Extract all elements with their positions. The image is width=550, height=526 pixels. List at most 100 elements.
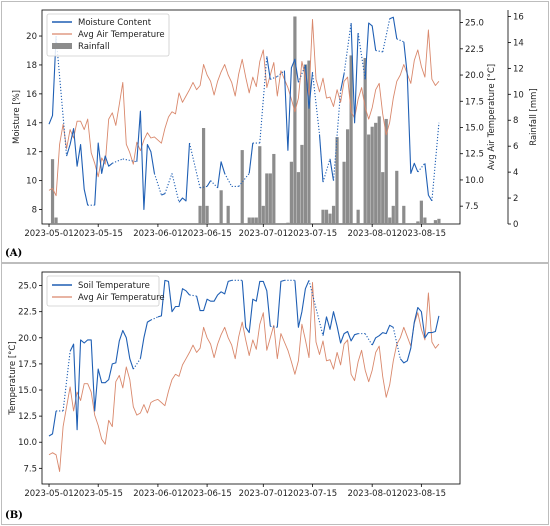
x-tick-label: 2023-08-01	[347, 489, 396, 499]
moisture-content-line	[424, 163, 433, 202]
rainfall-bar	[370, 126, 374, 224]
legend-a: Moisture Content Avg Air Temperature Rainf…	[46, 13, 170, 57]
rainfall-bar	[384, 118, 388, 224]
moisture-content-line	[403, 41, 419, 174]
moisture-content-line	[266, 56, 271, 80]
rainfall-bar	[240, 150, 244, 224]
rainfall-bar	[265, 173, 269, 224]
moisture-content-line	[94, 142, 113, 206]
y2-tick-label: 22.5	[465, 45, 484, 55]
rainfall-bar	[363, 57, 367, 224]
soil-temperature-line	[399, 306, 440, 364]
legend-box	[46, 13, 170, 57]
rainfall-bar	[50, 159, 55, 224]
soil-temperature-line	[139, 319, 152, 359]
y-tick-label: 15.0	[18, 386, 37, 396]
moisture-content-gap	[112, 158, 123, 164]
moisture-content-line	[350, 22, 359, 124]
rainfall-bar	[419, 200, 423, 224]
chart-b: 2023-05-01 2023-05-15 2023-06-01 2023-06-15…	[8, 271, 461, 499]
soil-temperature-gap	[392, 327, 401, 359]
y-tick-label: 7.5	[23, 464, 37, 474]
x-tick-label: 2023-05-01	[24, 489, 73, 499]
y-tick-label: 8	[32, 206, 37, 216]
rainfall-bar	[377, 116, 381, 224]
rainfall-bar	[367, 134, 371, 224]
rainfall-bar	[251, 217, 255, 224]
y-axis-label: Temperature [°C]	[8, 341, 18, 415]
moisture-content-line	[217, 161, 226, 188]
y-tick-label: 14	[26, 119, 37, 129]
rainfall-bar	[321, 209, 325, 224]
moisture-content-gap	[164, 173, 173, 194]
y3-tick-label: 12	[513, 64, 524, 74]
moisture-content-line	[364, 22, 377, 80]
moisture-content-line	[304, 64, 314, 109]
x-tick-label: 2023-06-01	[133, 489, 182, 499]
rainfall-bar	[289, 161, 293, 224]
moisture-content-line	[340, 73, 345, 92]
soil-temperature-line	[69, 329, 134, 431]
rainfall-bar	[261, 205, 265, 224]
moisture-content-line	[161, 193, 166, 196]
panel-b-frame	[1, 263, 549, 525]
moisture-content-line	[206, 180, 212, 187]
air-temperature-line	[48, 18, 440, 197]
y3-tick-label: 14	[513, 38, 524, 48]
x-tick-label: 2023-05-15	[73, 229, 122, 239]
rainfall-bar	[356, 209, 360, 224]
rainfall-bar	[388, 217, 392, 224]
y-tick-label: 12	[26, 148, 37, 158]
x-tick-label: 2023-07-01	[239, 229, 288, 239]
rainfall-bar	[433, 220, 438, 224]
soil-temperature-line	[371, 324, 394, 346]
plot-frame	[41, 9, 461, 225]
rainfall-bar	[54, 217, 58, 224]
moisture-content-line	[136, 110, 155, 211]
legend-label-soil: Soil Temperature	[78, 281, 150, 291]
rainfall-bar	[391, 205, 395, 224]
moisture-content-line	[329, 158, 335, 181]
soil-temperature-line	[241, 280, 271, 334]
soil-temperature-line	[157, 279, 190, 318]
y3-tick-label: 0	[513, 220, 518, 230]
panel-a-frame	[1, 1, 549, 263]
soil-temperature-gap	[62, 351, 71, 411]
rainfall-bar	[395, 170, 399, 224]
rainfall-bar	[335, 137, 339, 224]
rainfall-bar	[324, 209, 329, 224]
y2-tick-label: 20.0	[465, 71, 484, 81]
moisture-content-gap	[431, 122, 440, 201]
chart-a: 2023-05-01 2023-05-15 2023-06-01 2023-06-15…	[12, 9, 539, 239]
rainfall-bar	[345, 129, 350, 224]
rainfall-bar	[296, 172, 301, 224]
x-tick-label: 2023-05-01	[24, 229, 73, 239]
x-tick-label: 2023-07-15	[288, 229, 337, 239]
moisture-content-line	[389, 16, 398, 39]
moisture-content-line	[66, 128, 89, 206]
moisture-content-gap	[259, 56, 268, 144]
y3-tick-label: 4	[513, 168, 518, 178]
moisture-content-gap	[382, 18, 391, 53]
rainfall-bar	[342, 161, 346, 224]
rainfall-bar	[226, 205, 230, 224]
rainfall-bar	[247, 217, 251, 224]
moisture-content-gap	[238, 173, 250, 187]
y2-tick-label: 7.5	[465, 202, 479, 212]
moisture-content-line	[283, 58, 299, 151]
moisture-content-line	[248, 142, 254, 174]
moisture-content-gap	[357, 33, 366, 80]
x-tick-label: 2023-07-15	[288, 489, 337, 499]
moisture-content-gap	[224, 173, 233, 187]
rainfall-bar	[374, 122, 378, 224]
rainfall-bar	[437, 218, 441, 224]
x-tick-label: 2023-08-15	[397, 229, 446, 239]
rainfall-bar	[307, 60, 311, 224]
rainfall-bar	[423, 217, 427, 224]
soil-temperature-gap	[270, 325, 278, 328]
y2-axis-label: Avg Air Temperature [°C]	[487, 64, 497, 170]
soil-temperature-gap	[132, 358, 141, 370]
legend-label-air: Avg Air Temperature	[78, 30, 165, 40]
x-tick-label: 2023-06-01	[133, 229, 182, 239]
